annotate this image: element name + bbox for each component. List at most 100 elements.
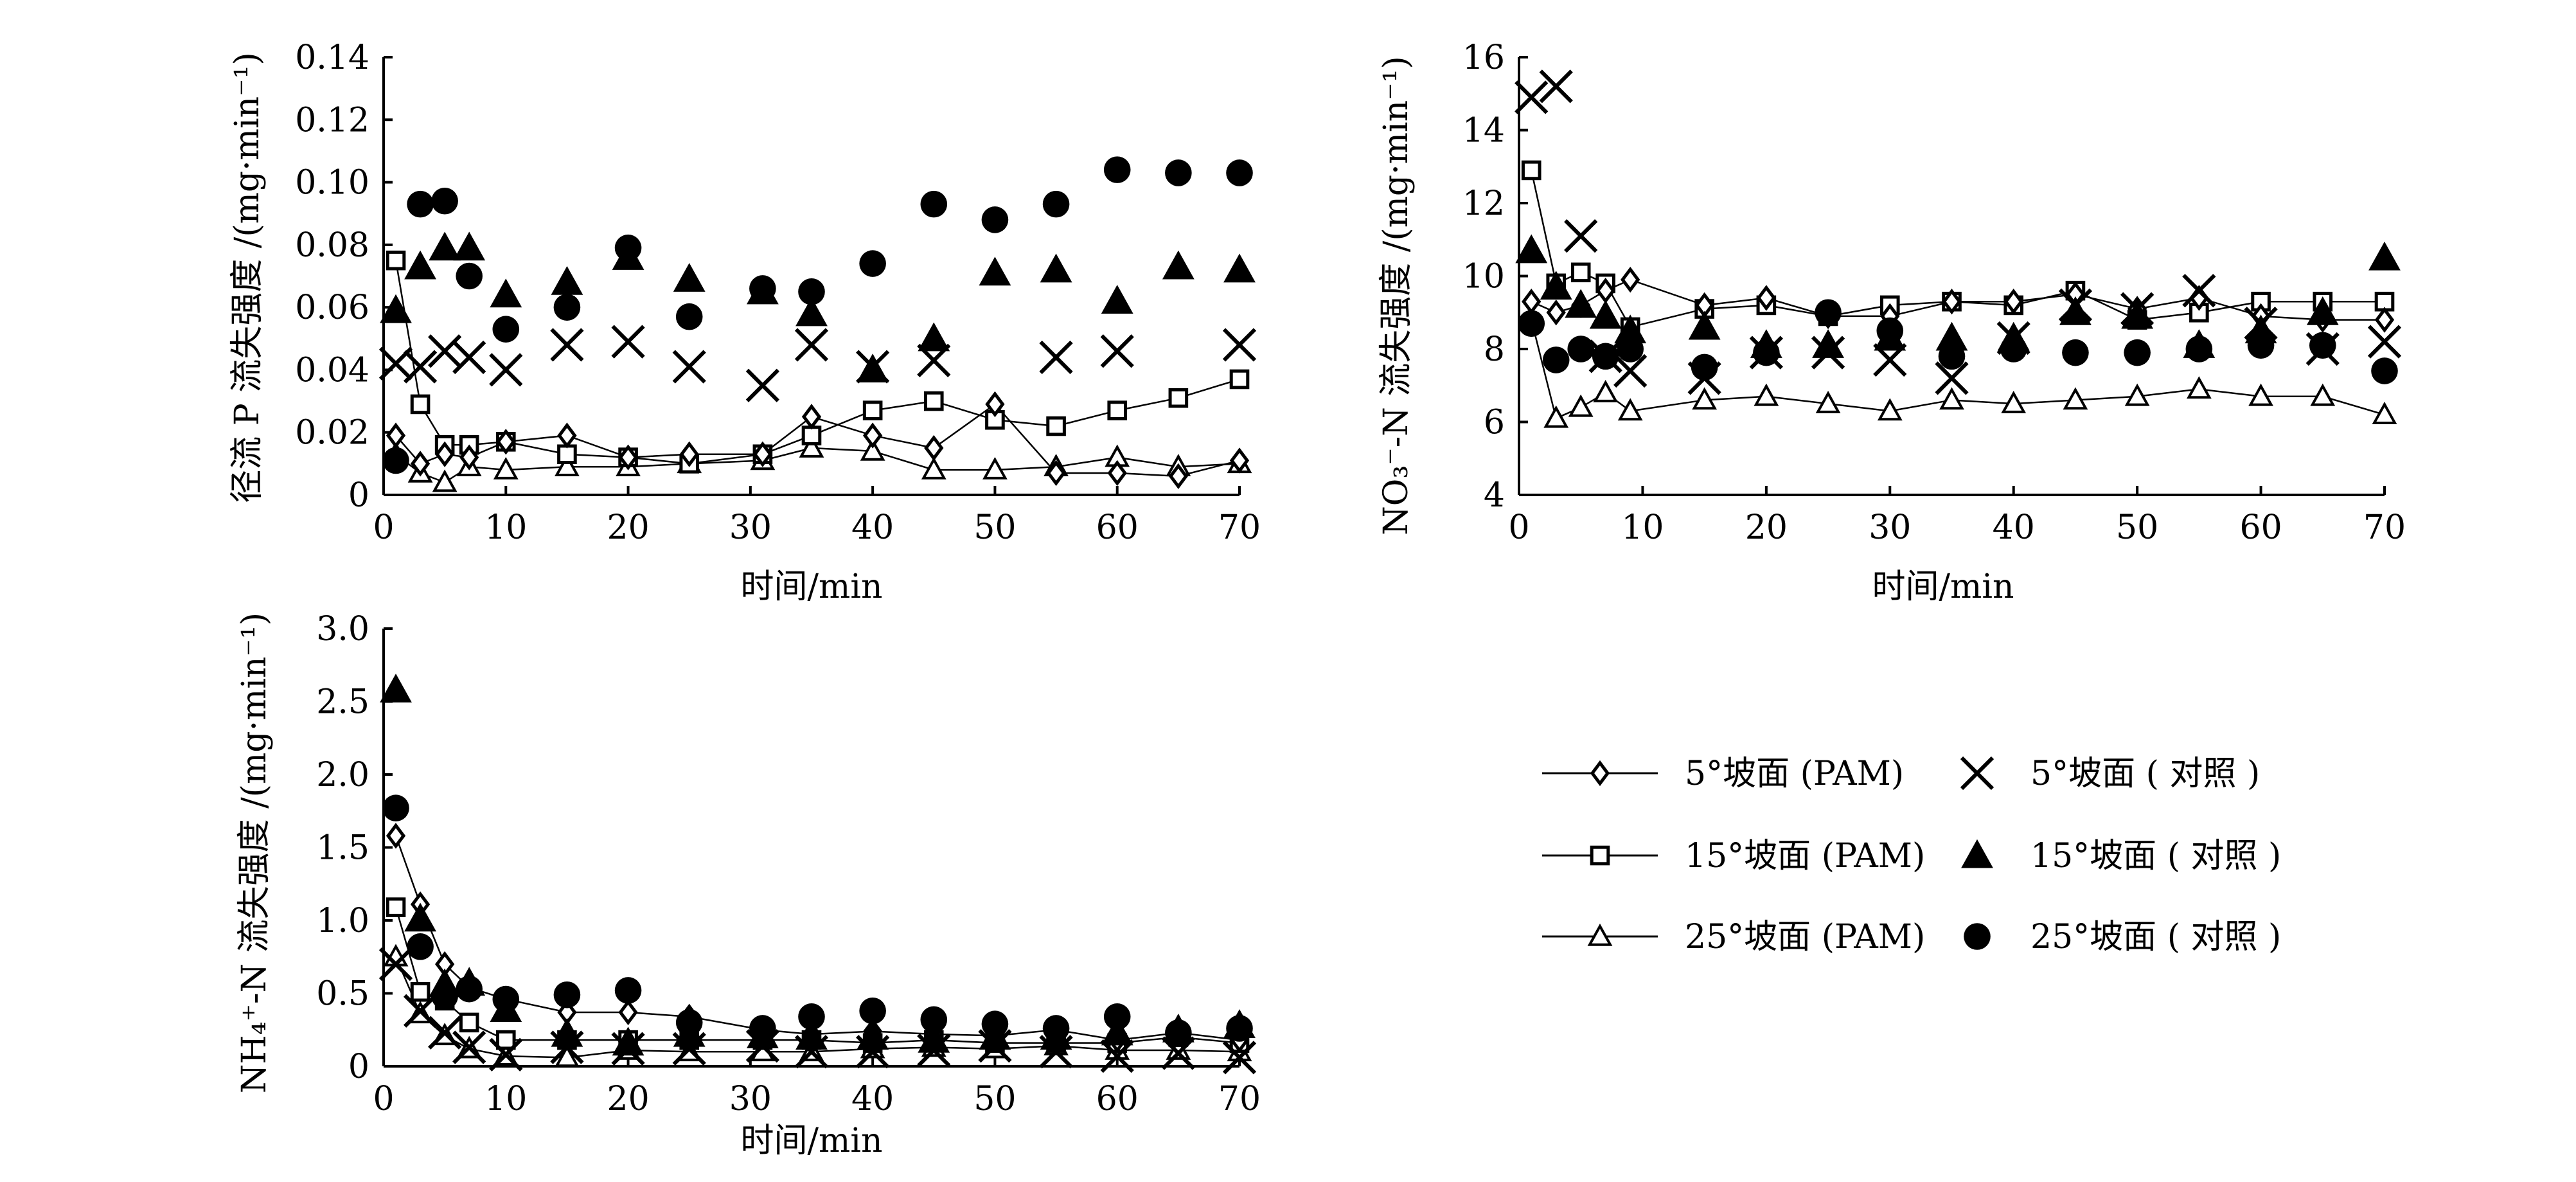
- legend-marker: [1964, 923, 1991, 950]
- data-point: [2062, 339, 2089, 366]
- legend-label: 25°坡面 ( 对照 ): [2030, 918, 2281, 956]
- x-tick-label: 70: [1218, 508, 1261, 547]
- data-point: [459, 1012, 479, 1033]
- data-point: [1692, 387, 1718, 410]
- data-point: [453, 231, 486, 261]
- data-point: [1229, 447, 1250, 474]
- x-axis-title: 时间/min: [1872, 568, 2014, 606]
- data-point: [1593, 379, 1619, 402]
- data-point: [2063, 387, 2088, 410]
- data-point: [979, 256, 1011, 286]
- x-tick-label: 20: [607, 1080, 649, 1118]
- x-tick-label: 30: [1869, 508, 1911, 547]
- data-point: [1815, 299, 1842, 327]
- panel-runoff-p: 径流 P 流失强度 /(mg·min⁻¹) 时间/min 0 0.02 0.04 0.…: [228, 39, 1261, 606]
- data-point: [923, 391, 944, 411]
- y-tick-label: 16: [1462, 39, 1505, 77]
- x-tick-label: 20: [1745, 508, 1788, 547]
- data-point: [1039, 340, 1073, 375]
- data-point: [1161, 1036, 1195, 1070]
- x-tick-label: 50: [2116, 508, 2158, 547]
- data-point: [1568, 394, 1594, 417]
- data-point: [863, 422, 883, 449]
- data-point: [553, 294, 581, 321]
- x-axis-title: 时间/min: [741, 568, 883, 606]
- data-point: [2368, 241, 2401, 271]
- data-point: [801, 425, 822, 445]
- data-point: [2371, 357, 2398, 384]
- data-point: [1540, 271, 1572, 300]
- data-point: [1877, 398, 1903, 421]
- data-point: [614, 977, 642, 1004]
- data-point: [673, 263, 706, 292]
- y-tick-label: 0.02: [295, 414, 369, 452]
- data-point: [675, 1009, 703, 1036]
- data-point: [1542, 346, 1570, 373]
- data-point: [452, 340, 486, 375]
- data-point: [1107, 460, 1127, 487]
- data-point: [493, 456, 519, 479]
- data-point: [2367, 325, 2402, 359]
- data-point: [795, 297, 828, 327]
- y-tick-label: 0.08: [295, 226, 369, 265]
- x-tick-label: 50: [973, 1080, 1016, 1118]
- y-tick-label: 14: [1462, 112, 1505, 150]
- x-tick-label: 40: [1993, 508, 2035, 547]
- data-point: [1162, 250, 1195, 280]
- data-point: [403, 350, 438, 384]
- data-point: [1876, 317, 1904, 345]
- data-point: [2124, 383, 2150, 406]
- data-point: [1107, 400, 1128, 420]
- x-tick-label: 20: [607, 508, 649, 547]
- data-point: [557, 444, 577, 465]
- data-point: [386, 823, 406, 849]
- data-point: [981, 1010, 1009, 1037]
- data-point: [795, 1021, 828, 1050]
- data-point: [1101, 1016, 1133, 1046]
- series-circle-filled: [382, 156, 1253, 474]
- data-point: [752, 441, 773, 467]
- x-tick-label: 0: [1508, 508, 1529, 547]
- y-tick-label: 0: [348, 476, 369, 515]
- data-point: [857, 354, 889, 382]
- data-point: [612, 1026, 644, 1056]
- data-point: [1617, 398, 1643, 421]
- data-point: [407, 190, 434, 218]
- legend-label: 15°坡面 ( 对照 ): [2030, 837, 2281, 875]
- data-point: [860, 438, 885, 461]
- legend-symbol: [1964, 923, 1991, 950]
- data-point: [924, 434, 944, 461]
- data-point: [429, 231, 461, 261]
- data-point: [492, 985, 520, 1013]
- data-point: [1168, 463, 1188, 489]
- data-point: [921, 456, 946, 479]
- data-point: [1522, 289, 1541, 315]
- x-tick-label: 50: [973, 508, 1016, 547]
- data-point: [1621, 267, 1640, 293]
- data-point: [410, 394, 431, 415]
- data-point: [859, 997, 886, 1025]
- panel-nitrate-n: NO₃⁻-N 流失强度 /(mg·min⁻¹) 时间/min 4 6 8 10 12 14…: [1377, 39, 2406, 606]
- data-point: [496, 429, 516, 455]
- y-tick-label: 0.14: [295, 39, 369, 77]
- data-point: [862, 400, 883, 420]
- x-tick-label: 60: [2239, 508, 2282, 547]
- data-point: [431, 983, 458, 1010]
- data-point: [1222, 328, 1257, 362]
- data-point: [1935, 361, 1969, 395]
- data-point: [1613, 354, 1648, 388]
- data-point: [614, 234, 642, 262]
- x-tick-label: 40: [851, 508, 894, 547]
- data-point: [1168, 388, 1189, 408]
- x-tick-label: 40: [851, 1080, 894, 1118]
- data-point: [1939, 387, 1964, 410]
- x-tick-label: 60: [1096, 508, 1139, 547]
- data-point: [404, 250, 436, 280]
- data-point: [1564, 219, 1598, 253]
- y-axis-title: 径流 P 流失强度 /(mg·min⁻¹): [228, 52, 267, 503]
- data-point: [456, 262, 483, 290]
- data-point: [920, 190, 948, 218]
- data-point: [920, 1006, 948, 1034]
- data-point: [1223, 253, 1256, 283]
- data-point: [981, 206, 1009, 233]
